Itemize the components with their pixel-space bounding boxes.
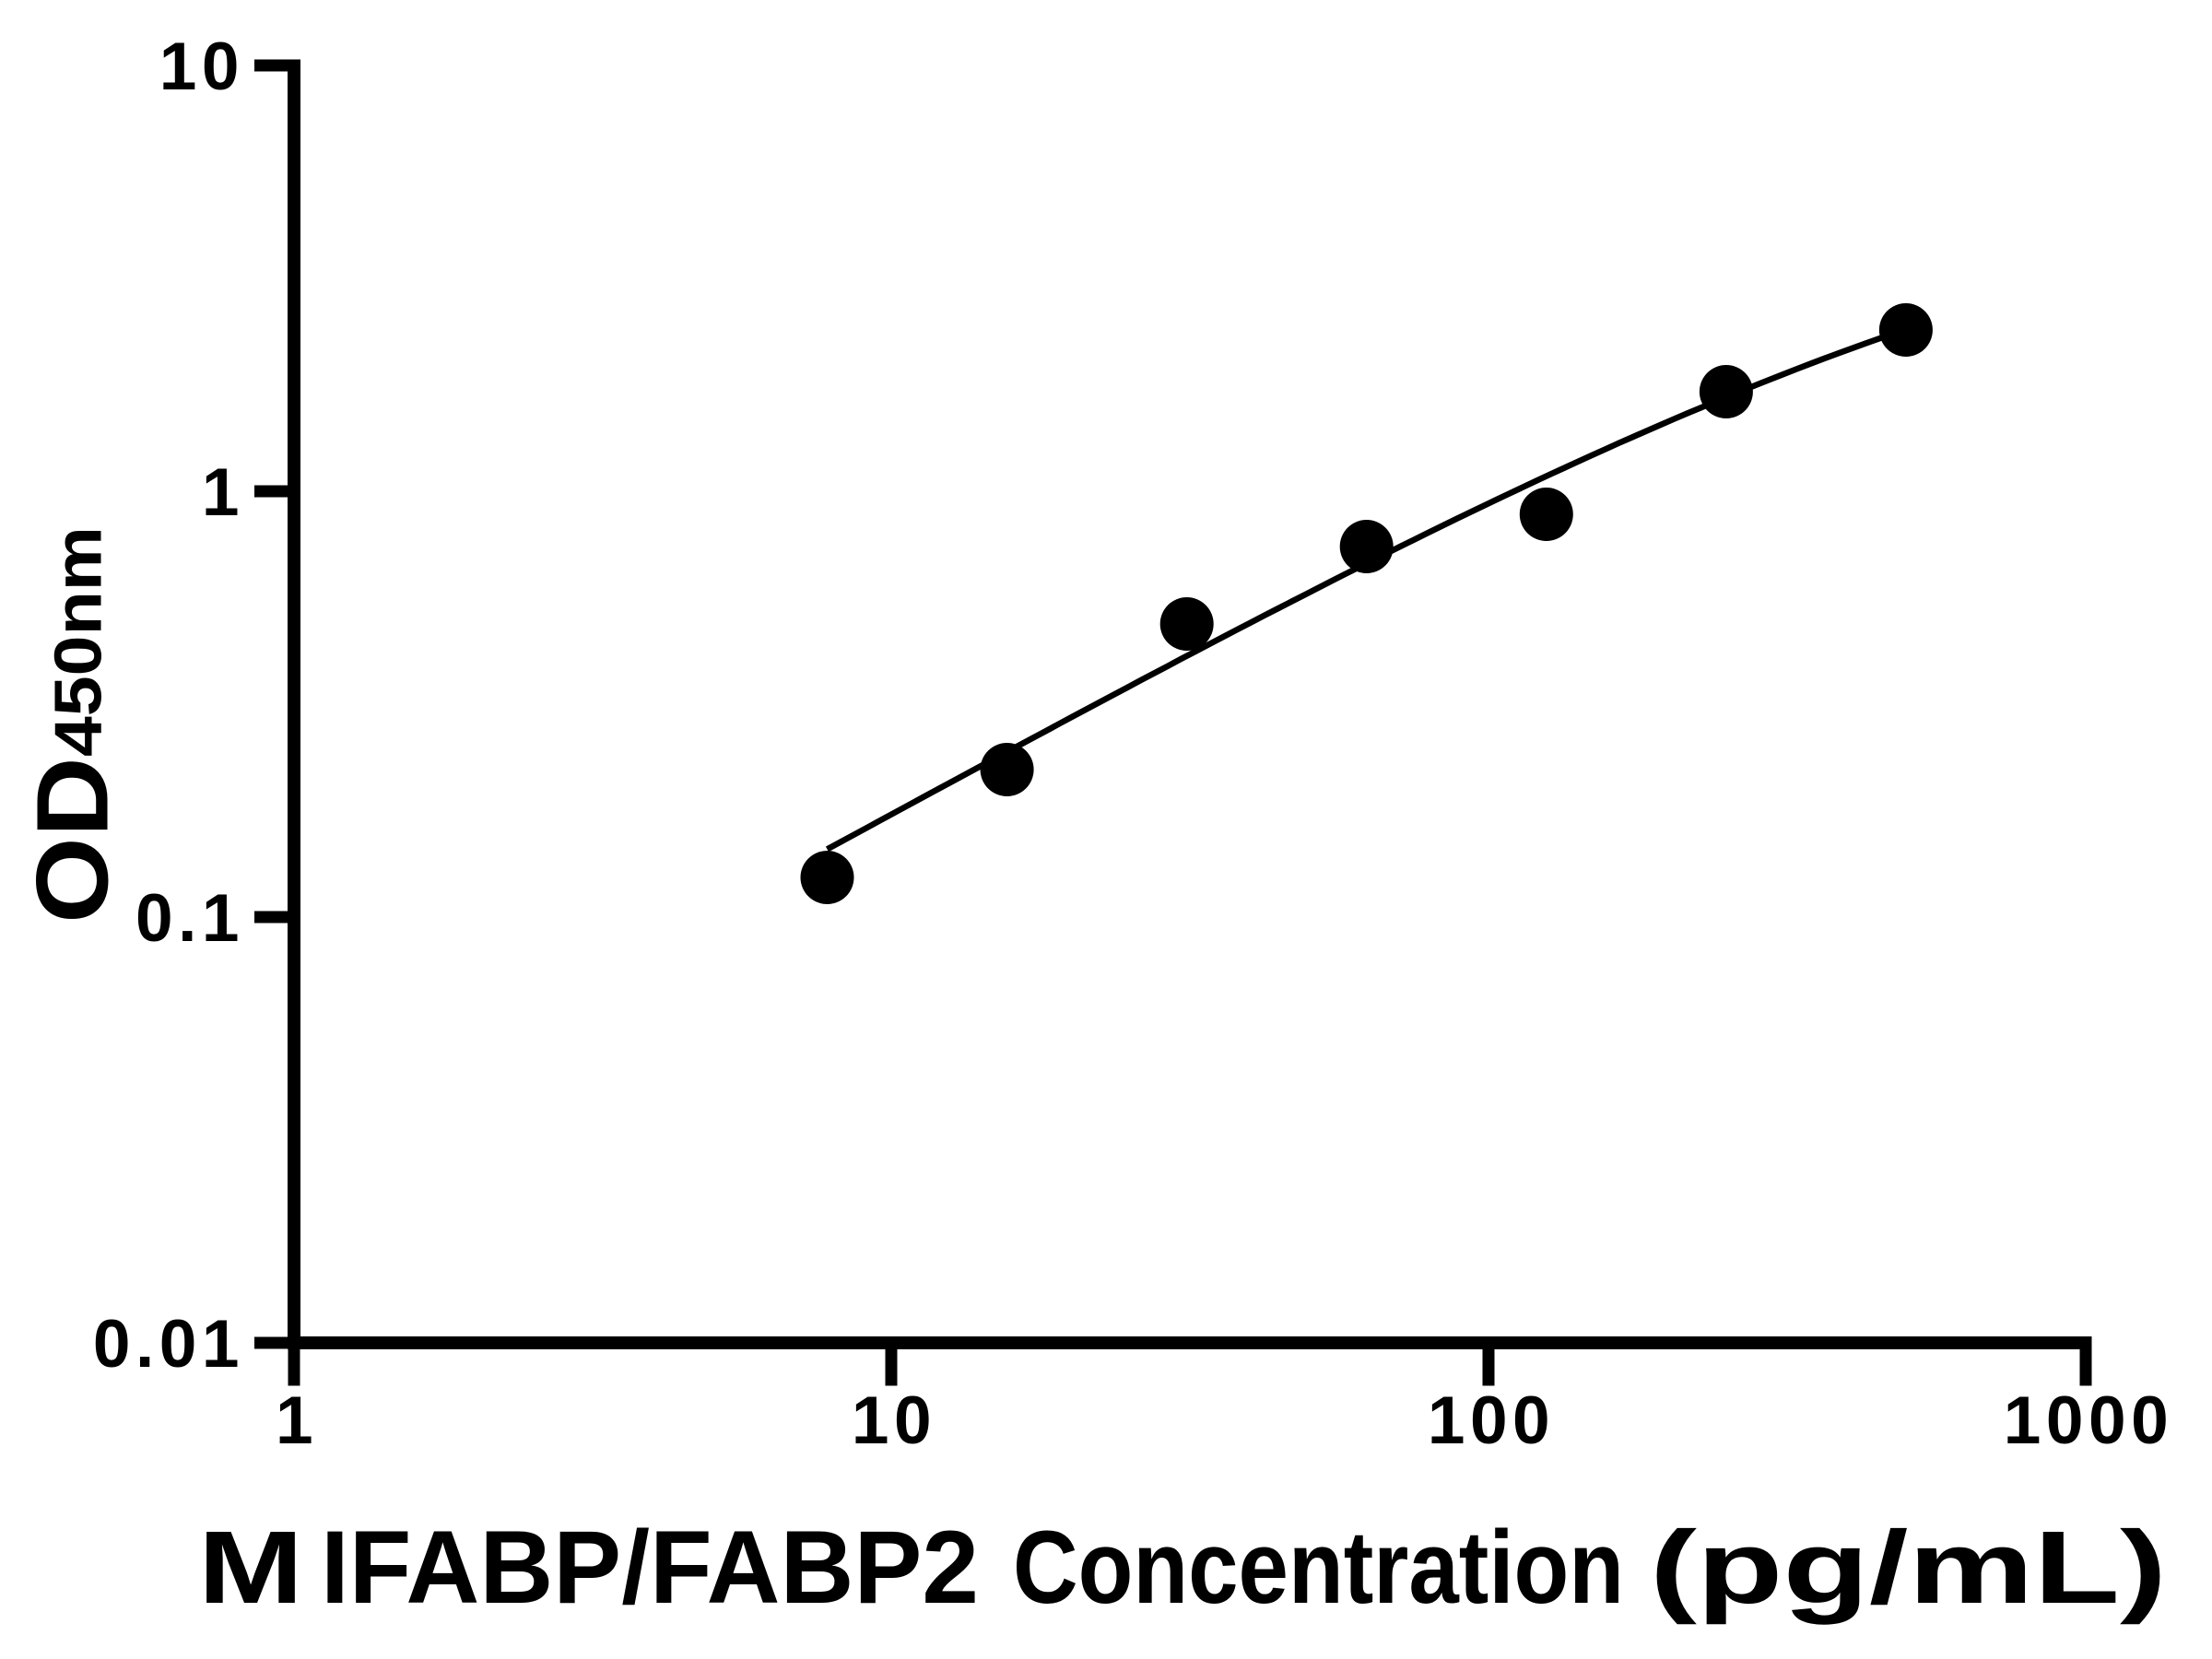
svg-text:10: 10 [159,29,244,104]
svg-text:(pg/mL): (pg/mL) [1650,1510,2167,1625]
svg-text:10: 10 [852,1383,936,1458]
svg-text:0.1: 0.1 [135,881,244,956]
svg-text:1: 1 [202,455,244,530]
svg-text:Concentration: Concentration [1013,1510,1624,1625]
svg-text:100: 100 [1428,1383,1555,1458]
svg-text:M: M [198,1510,303,1625]
svg-text:1: 1 [276,1383,318,1458]
svg-text:IFABP/FABP2: IFABP/FABP2 [321,1510,979,1625]
svg-text:1000: 1000 [2004,1383,2173,1458]
svg-text:0.01: 0.01 [93,1307,244,1382]
